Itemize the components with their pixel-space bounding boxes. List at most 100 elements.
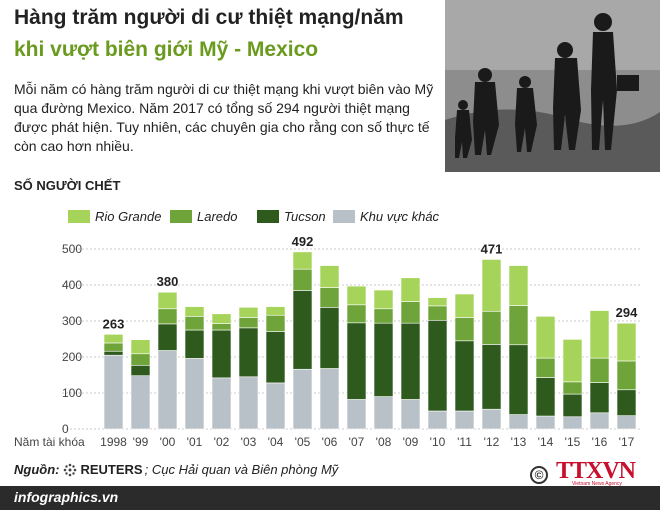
total-label-19: 294 xyxy=(616,305,638,320)
x-tick-label-10: '08 xyxy=(376,435,392,449)
copyright-icon: © xyxy=(530,466,548,484)
x-tick-label-14: '12 xyxy=(484,435,500,449)
bar-7-0 xyxy=(292,368,313,430)
bar-5-0 xyxy=(238,376,259,430)
chart-legend: Rio Grande Laredo Tucson Khu vực khác xyxy=(68,209,440,224)
bar-3-2 xyxy=(184,316,205,331)
y-tick-label-3: 300 xyxy=(62,314,82,328)
bar-3-3 xyxy=(184,306,205,317)
x-tick-label-19: '17 xyxy=(619,435,635,449)
x-tick-label-9: '07 xyxy=(349,435,365,449)
bar-7-2 xyxy=(292,268,313,291)
legend-label-1: Laredo xyxy=(197,209,237,224)
x-tick-label-6: '04 xyxy=(268,435,284,449)
reuters-dots-icon xyxy=(64,463,77,476)
y-tick-label-2: 200 xyxy=(62,350,82,364)
stacked-bar-chart: SỐ NGƯỜI CHẾT Rio Grande Laredo Tucson Khu … xyxy=(14,178,640,449)
bar-7-1 xyxy=(292,290,313,370)
x-tick-label-18: '16 xyxy=(592,435,608,449)
bar-11-1 xyxy=(400,322,421,400)
footer-site-link[interactable]: infographics.vn xyxy=(14,489,119,505)
bar-11-2 xyxy=(400,301,421,324)
description-text: Mỗi năm có hàng trăm người di cư thiệt m… xyxy=(14,81,434,154)
bar-8-1 xyxy=(319,307,340,369)
bar-15-1 xyxy=(508,344,529,415)
reuters-text: REUTERS xyxy=(80,462,143,477)
x-tick-label-4: '02 xyxy=(214,435,230,449)
bar-8-2 xyxy=(319,287,340,308)
bar-12-1 xyxy=(427,319,448,412)
title-line-1: Hàng trăm người di cư thiệt mạng/năm xyxy=(14,6,404,29)
bar-0-2 xyxy=(103,342,124,352)
bar-13-3 xyxy=(454,293,475,318)
legend-label-2: Tucson xyxy=(284,209,326,224)
bar-18-2 xyxy=(589,357,610,383)
bar-11-3 xyxy=(400,277,421,302)
y-tick-label-1: 100 xyxy=(62,386,82,400)
ttxvn-subtitle: Vietnam News Agency xyxy=(572,481,622,487)
bar-2-3 xyxy=(157,291,178,310)
bar-14-0 xyxy=(481,408,502,430)
total-label-14: 471 xyxy=(481,241,503,256)
bar-17-0 xyxy=(562,416,583,430)
bar-19-2 xyxy=(616,360,637,391)
x-tick-label-17: '15 xyxy=(565,435,581,449)
legend-swatch-0 xyxy=(68,210,90,223)
bar-3-1 xyxy=(184,329,205,359)
bar-2-0 xyxy=(157,350,178,430)
x-tick-label-5: '03 xyxy=(241,435,257,449)
bar-10-0 xyxy=(373,396,394,430)
bar-16-2 xyxy=(535,357,556,378)
bar-9-1 xyxy=(346,322,367,400)
bar-4-2 xyxy=(211,323,232,331)
x-tick-label-12: '10 xyxy=(430,435,446,449)
bar-9-0 xyxy=(346,399,367,430)
bar-15-2 xyxy=(508,305,529,346)
bar-1-0 xyxy=(130,375,151,430)
bars-group xyxy=(103,251,637,430)
bar-19-1 xyxy=(616,389,637,416)
total-label-0: 263 xyxy=(103,316,125,331)
bar-18-1 xyxy=(589,382,610,414)
legend-swatch-1 xyxy=(170,210,192,223)
bar-9-3 xyxy=(346,285,367,306)
x-tick-label-7: '05 xyxy=(295,435,311,449)
bar-19-0 xyxy=(616,415,637,430)
bar-1-1 xyxy=(130,364,151,377)
title-line-2: khi vượt biên giới Mỹ - Mexico xyxy=(14,38,319,61)
y-axis-ticks: 0 100 200 300 400 500 xyxy=(62,242,82,436)
bar-15-3 xyxy=(508,265,529,306)
source-line: Nguồn: REUTERS ; Cục Hải quan và Biên ph… xyxy=(14,462,338,477)
bar-0-0 xyxy=(103,354,124,430)
bar-10-1 xyxy=(373,322,394,397)
legend-swatch-2 xyxy=(257,210,279,223)
bar-15-0 xyxy=(508,414,529,430)
bar-13-2 xyxy=(454,317,475,342)
source-rest: ; Cục Hải quan và Biên phòng Mỹ xyxy=(144,462,339,477)
bar-5-3 xyxy=(238,307,259,318)
footer-bar: infographics.vn xyxy=(0,486,660,510)
bar-5-2 xyxy=(238,317,259,329)
x-tick-label-2: '00 xyxy=(160,435,176,449)
ttxvn-text: TTXVN xyxy=(556,458,636,484)
y-tick-label-5: 500 xyxy=(62,242,82,256)
migrants-silhouette-photo xyxy=(445,0,660,172)
bar-18-3 xyxy=(589,310,610,359)
x-tick-label-0: 1998 xyxy=(100,435,127,449)
x-tick-label-15: '13 xyxy=(511,435,527,449)
bar-14-1 xyxy=(481,344,502,410)
bar-12-3 xyxy=(427,297,448,307)
bar-8-3 xyxy=(319,265,340,288)
bar-17-2 xyxy=(562,381,583,395)
bar-4-0 xyxy=(211,377,232,430)
bar-13-1 xyxy=(454,340,475,412)
bar-12-2 xyxy=(427,305,448,321)
bar-3-0 xyxy=(184,358,205,430)
bar-10-2 xyxy=(373,308,394,324)
total-labels: 263 380 492 471 294 xyxy=(103,234,638,331)
reuters-logo: REUTERS xyxy=(63,462,143,477)
bar-16-3 xyxy=(535,316,556,359)
x-tick-label-1: '99 xyxy=(133,435,149,449)
bar-11-0 xyxy=(400,399,421,430)
total-label-2: 380 xyxy=(157,274,179,289)
